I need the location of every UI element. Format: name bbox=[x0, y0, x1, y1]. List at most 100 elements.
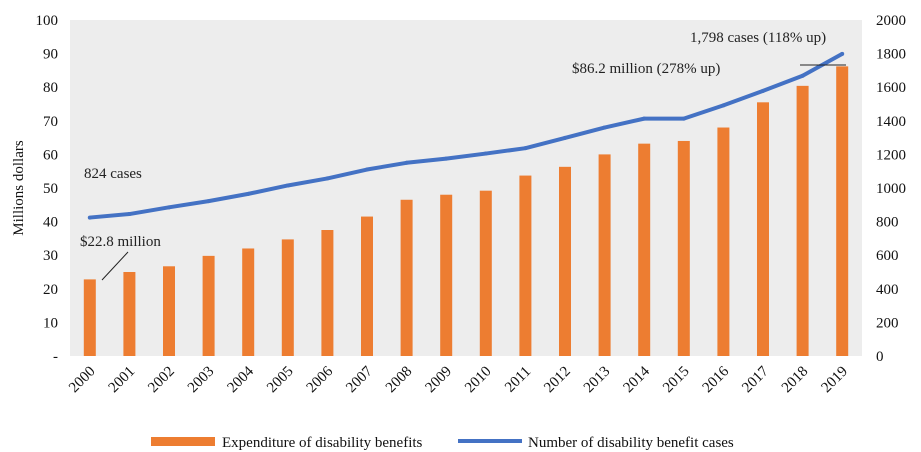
legend: Expenditure of disability benefits Numbe… bbox=[151, 435, 734, 451]
left-tick-100: 100 bbox=[36, 13, 59, 29]
bar-2018 bbox=[796, 85, 809, 356]
line-number-of-cases bbox=[89, 52, 844, 220]
right-tick-200: 200 bbox=[876, 315, 899, 331]
left-tick-30: 30 bbox=[43, 248, 58, 264]
right-tick-600: 600 bbox=[876, 248, 899, 264]
x-tick-2009: 2009 bbox=[423, 364, 456, 397]
right-tick-400: 400 bbox=[876, 282, 899, 298]
plot-area bbox=[70, 20, 862, 356]
x-tick-2018: 2018 bbox=[779, 364, 812, 397]
x-tick-2002: 2002 bbox=[145, 364, 178, 397]
bar-2006 bbox=[321, 230, 334, 356]
left-tick-60: 60 bbox=[43, 147, 58, 163]
x-tick-2001: 2001 bbox=[106, 364, 139, 397]
point-2019 bbox=[840, 51, 845, 56]
x-tick-2014: 2014 bbox=[621, 363, 654, 396]
bar-2013 bbox=[598, 154, 611, 356]
point-2002 bbox=[167, 205, 171, 210]
left-tick-10: 10 bbox=[43, 315, 58, 331]
bar-2002 bbox=[163, 266, 175, 356]
point-2000 bbox=[87, 215, 92, 220]
point-2009 bbox=[444, 156, 449, 161]
bar-2012 bbox=[559, 166, 571, 356]
left-tick-50: 50 bbox=[43, 181, 58, 197]
x-tick-2013: 2013 bbox=[581, 364, 614, 397]
x-tick-2007: 2007 bbox=[343, 363, 376, 396]
annotation-start-leader bbox=[101, 251, 129, 281]
bar-2017 bbox=[757, 102, 769, 356]
bars bbox=[83, 66, 849, 357]
point-2016 bbox=[721, 103, 726, 108]
right-tick-1000: 1000 bbox=[876, 181, 906, 197]
point-2005 bbox=[285, 183, 290, 188]
x-tick-2005: 2005 bbox=[264, 364, 297, 397]
bar-2019 bbox=[836, 66, 849, 357]
point-2008 bbox=[404, 160, 409, 165]
bar-2008 bbox=[400, 199, 413, 356]
point-2010 bbox=[483, 151, 488, 156]
x-tick-2004: 2004 bbox=[225, 363, 258, 396]
x-tick-2008: 2008 bbox=[383, 364, 416, 397]
right-tick-2000: 2000 bbox=[876, 13, 906, 29]
annotation-end-cases: 1,798 cases (118% up) bbox=[690, 30, 826, 46]
right-tick-1600: 1600 bbox=[876, 80, 906, 96]
left-tick-90: 90 bbox=[43, 47, 58, 63]
bar-2001 bbox=[123, 272, 136, 356]
x-tick-2006: 2006 bbox=[304, 363, 337, 396]
right-tick-1800: 1800 bbox=[876, 47, 906, 63]
right-tick-1200: 1200 bbox=[876, 147, 906, 163]
x-tick-2017: 2017 bbox=[739, 363, 772, 396]
bar-2009 bbox=[440, 194, 453, 356]
bar-2005 bbox=[281, 239, 294, 356]
bar-2014 bbox=[638, 143, 651, 356]
right-axis: 0 200 400 600 800 1000 1200 1400 1600 1800 2000 bbox=[876, 13, 906, 365]
x-tick-2000: 2000 bbox=[66, 364, 99, 397]
bar-2011 bbox=[519, 175, 532, 356]
point-2014 bbox=[642, 116, 647, 121]
bar-2010 bbox=[479, 190, 492, 356]
x-tick-2016: 2016 bbox=[700, 363, 733, 396]
point-2001 bbox=[127, 212, 132, 217]
legend-label-cases: Number of disability benefit cases bbox=[528, 435, 734, 451]
point-2017 bbox=[761, 88, 765, 93]
point-2013 bbox=[602, 125, 607, 130]
legend-swatch-expenditure bbox=[151, 437, 215, 446]
right-tick-0: 0 bbox=[876, 349, 884, 365]
left-tick-40: 40 bbox=[43, 215, 58, 231]
right-tick-1400: 1400 bbox=[876, 114, 906, 130]
point-2007 bbox=[365, 167, 369, 172]
point-2015 bbox=[681, 116, 686, 121]
point-2006 bbox=[325, 176, 330, 181]
point-2011 bbox=[523, 146, 528, 151]
point-2004 bbox=[246, 191, 251, 196]
point-2012 bbox=[563, 135, 567, 140]
bar-2004 bbox=[242, 248, 255, 356]
bar-2016 bbox=[717, 127, 730, 357]
x-tick-2003: 2003 bbox=[185, 364, 218, 397]
left-tick-20: 20 bbox=[43, 282, 58, 298]
legend-label-expenditure: Expenditure of disability benefits bbox=[222, 435, 423, 451]
bar-2015 bbox=[677, 140, 690, 356]
annotations: 824 cases $22.8 million 1,798 cases (118… bbox=[80, 30, 846, 281]
left-tick-70: 70 bbox=[43, 114, 58, 130]
annotation-end-expenditure: $86.2 million (278% up) bbox=[572, 61, 720, 77]
x-axis: 2000 2001 2002 2003 2004 2005 2006 2007 2008 2009… bbox=[66, 363, 851, 396]
point-2003 bbox=[206, 199, 211, 204]
right-tick-800: 800 bbox=[876, 215, 899, 231]
bar-2003 bbox=[202, 255, 215, 356]
x-tick-2011: 2011 bbox=[502, 364, 534, 396]
bar-2007 bbox=[361, 216, 373, 356]
annotation-start-cases: 824 cases bbox=[84, 166, 142, 182]
y-axis-title: Millions dollars bbox=[11, 140, 27, 236]
bar-2000 bbox=[83, 279, 96, 356]
left-tick--: - bbox=[53, 349, 58, 365]
annotation-start-expenditure: $22.8 million bbox=[80, 234, 161, 250]
left-tick-80: 80 bbox=[43, 80, 58, 96]
line-layer bbox=[87, 51, 845, 220]
x-tick-2019: 2019 bbox=[819, 364, 852, 397]
point-2018 bbox=[800, 73, 805, 78]
x-tick-2012: 2012 bbox=[541, 364, 574, 397]
x-tick-2010: 2010 bbox=[462, 364, 495, 397]
left-axis: - 10 20 30 40 50 60 70 80 90 100 bbox=[36, 13, 59, 365]
